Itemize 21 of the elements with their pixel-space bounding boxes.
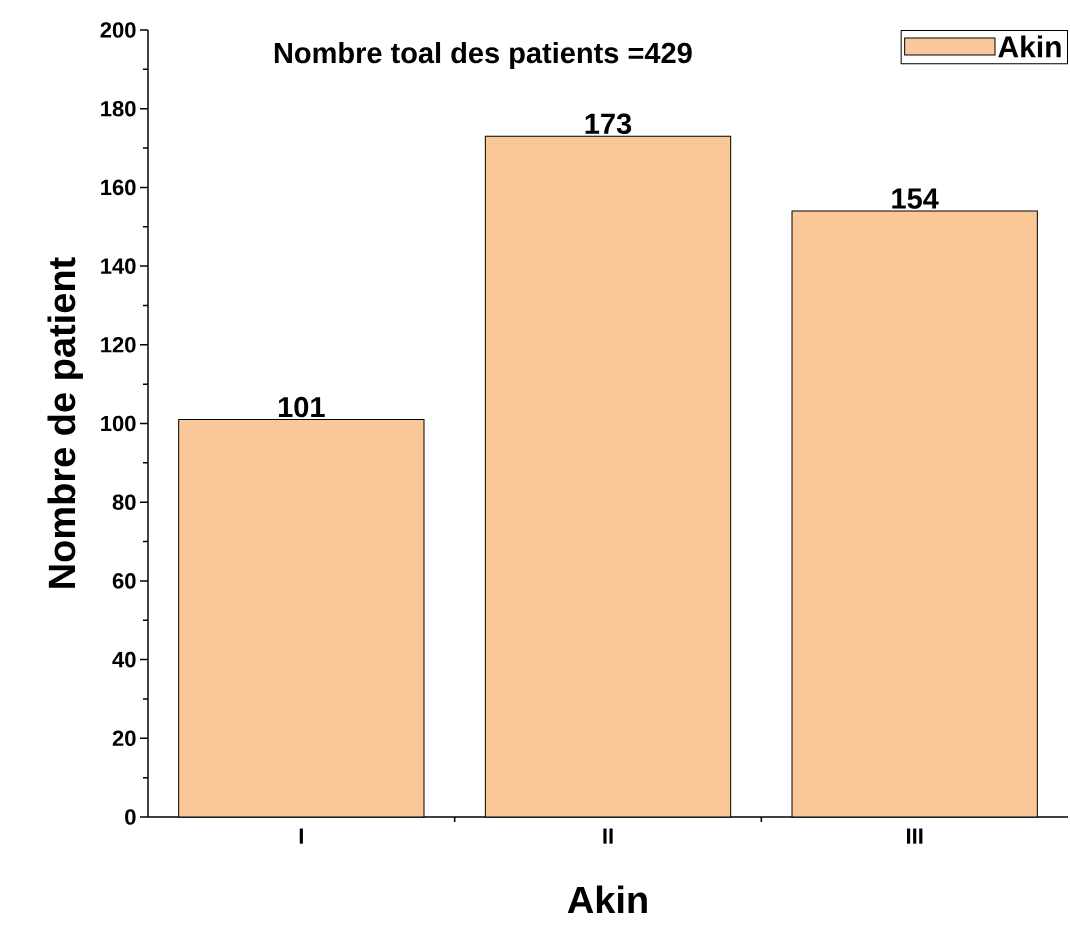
data-label: 173	[585, 113, 632, 135]
x-axis-title: Akin	[567, 885, 647, 914]
y-tick-label: 160	[101, 179, 136, 196]
x-tick-label: III	[906, 828, 923, 844]
y-tick-label: 200	[100, 22, 136, 38]
legend-label: Akin	[998, 35, 1061, 58]
data-label: 154	[892, 188, 939, 209]
y-tick-label: 80	[112, 494, 136, 510]
y-tick-label: 180	[101, 100, 136, 117]
data-label: 101	[278, 396, 325, 418]
y-tick-label: 0	[125, 809, 136, 825]
y-tick-label: 100	[101, 415, 136, 432]
chart-title: Nombre toal des patients =429	[274, 41, 692, 69]
y-tick-label: 140	[101, 258, 136, 274]
y-tick-label: 40	[112, 651, 136, 668]
y-tick-label: 60	[112, 573, 136, 589]
x-tick-label: I	[299, 828, 303, 844]
y-tick-label: 120	[101, 337, 136, 353]
x-tick-label: II	[603, 828, 613, 844]
y-axis-title: Nombre de patient	[47, 257, 83, 588]
y-tick-label: 20	[112, 730, 136, 747]
